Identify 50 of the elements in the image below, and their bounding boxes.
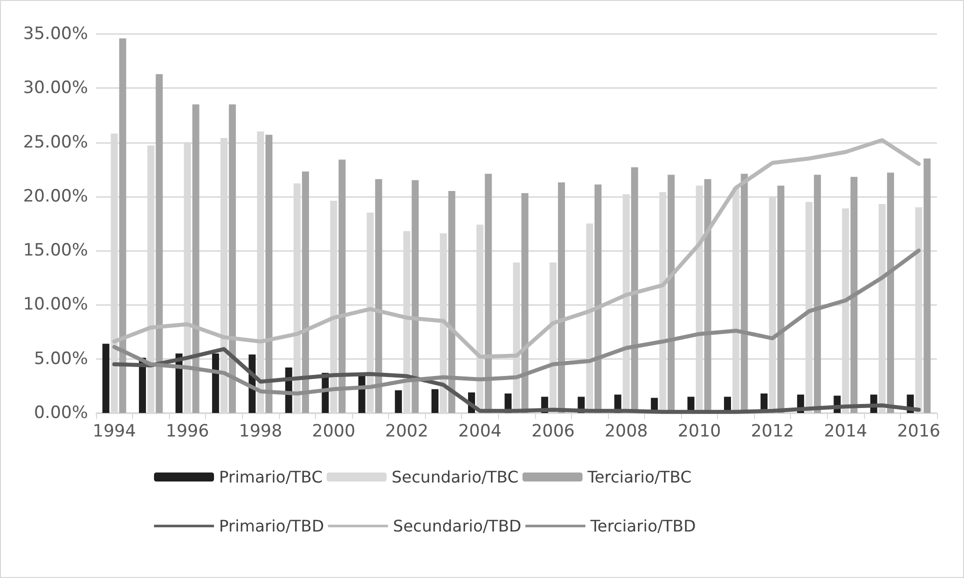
- legend-label: Terciario/TBD: [589, 516, 696, 536]
- x-tick-label: 1998: [238, 422, 282, 442]
- bar: [212, 353, 220, 413]
- x-tick-label: 2016: [897, 422, 940, 442]
- line-series: [112, 138, 921, 359]
- legend-label: Terciario/TBC: [586, 468, 692, 486]
- bar: [777, 186, 784, 413]
- bar: [924, 158, 931, 413]
- bar: [431, 389, 438, 413]
- y-tick-label: 25.00%: [23, 132, 88, 152]
- x-tick-label: 1994: [92, 422, 136, 442]
- bar: [338, 160, 346, 413]
- y-tick-label: 10.00%: [23, 294, 88, 315]
- y-tick-label: 5.00%: [34, 348, 88, 369]
- bar: [448, 191, 456, 413]
- line-series: [112, 347, 921, 414]
- line-series: [112, 248, 921, 396]
- legend-label: Secundario/TBC: [392, 468, 519, 486]
- bar: [814, 174, 821, 413]
- bar: [102, 344, 110, 413]
- x-tick-label: 2014: [824, 422, 868, 442]
- bar: [156, 74, 163, 413]
- y-tick-label: 35.00%: [23, 24, 88, 44]
- bar: [192, 104, 200, 413]
- bar: [302, 172, 310, 413]
- x-tick-label: 2002: [385, 422, 428, 442]
- y-tick-label: 0.00%: [34, 403, 88, 423]
- bar: [228, 104, 236, 413]
- y-tick-label: 20.00%: [23, 186, 88, 206]
- y-tick-label: 30.00%: [23, 78, 88, 98]
- y-tick-label: 15.00%: [23, 240, 88, 261]
- x-tick-label: 2008: [604, 422, 648, 442]
- x-tick-label: 2000: [312, 422, 356, 442]
- bar: [265, 134, 272, 413]
- legend-label: Secundario/TBD: [393, 516, 522, 536]
- legend-label: Primario/TBD: [219, 516, 324, 536]
- bar: [558, 182, 565, 413]
- x-tick-label: 2006: [531, 422, 575, 442]
- x-tick-label: 2012: [750, 422, 794, 442]
- bar: [412, 180, 419, 413]
- x-tick-label: 1996: [166, 422, 210, 442]
- x-tick-label: 2010: [678, 422, 721, 442]
- bar: [394, 390, 402, 413]
- bar: [375, 179, 382, 413]
- x-tick-label: 2004: [458, 422, 502, 442]
- bar: [521, 193, 528, 413]
- bar: [850, 176, 858, 413]
- bar: [887, 172, 894, 413]
- bar: [119, 38, 126, 413]
- legend-label: Primario/TBC: [219, 468, 323, 486]
